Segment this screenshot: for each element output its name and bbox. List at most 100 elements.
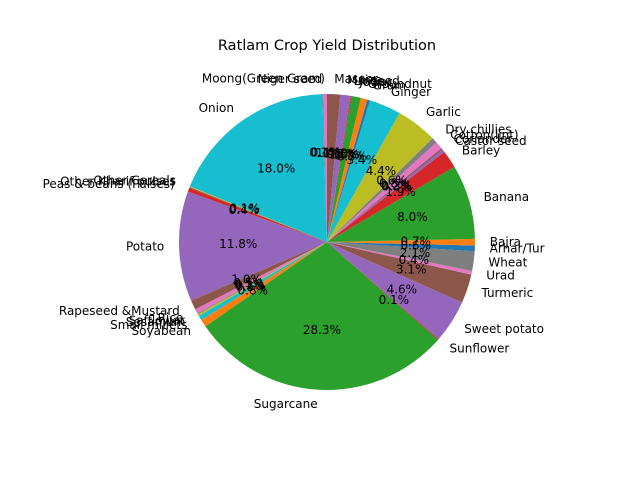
pie-slice-banana	[327, 166, 475, 242]
slice-label-niger-seed: Niger seed	[258, 72, 323, 86]
pie-slice-linseed	[327, 95, 352, 242]
slice-label-urad: Urad	[486, 268, 515, 282]
slice-percent-other-cereals: 0.1%	[229, 201, 260, 215]
pie-slice-groundnut	[327, 97, 368, 243]
slice-label-small-millets: Small millets	[110, 318, 187, 332]
slice-percent-dry-chillies: 0.6%	[376, 173, 407, 187]
slice-label-linseed: Linseed	[353, 74, 399, 88]
pie-slice-garlic	[327, 113, 433, 243]
slice-percent-sesamum: 0.2%	[235, 278, 266, 292]
slice-label-garlic: Garlic	[426, 105, 461, 119]
slice-percent-banana: 8.0%	[397, 210, 428, 224]
slice-label-other-cereals: Other Cereals	[93, 174, 176, 188]
slice-label-safflower: Safflower	[129, 314, 185, 328]
pie-slice-maize	[327, 94, 351, 242]
slice-percent-coriander: 0.2%	[381, 179, 412, 193]
pie-slice-barley	[327, 151, 455, 242]
slice-label-sweet-potato: Sweet potato	[464, 322, 544, 336]
slice-percent-linseed: 0.1%	[326, 147, 357, 161]
slice-label-castor-seed: Castor seed	[455, 134, 526, 148]
slice-label-onion: Onion	[199, 101, 234, 115]
slice-percent-small-millets: 0.5%	[236, 280, 267, 294]
slice-percent-safflower: 0.1%	[234, 278, 265, 292]
slice-label-cotton-lint: Cotton(lint)	[450, 128, 518, 142]
pie-slice-small-millets	[198, 242, 327, 321]
slice-label-groundnut: Groundnut	[368, 77, 432, 91]
pie-slice-sunflower	[327, 242, 439, 340]
pie-slice-arhar-tur	[327, 242, 475, 252]
pie-slice-peas-beans-pulses	[187, 188, 327, 242]
chart-title: Ratlam Crop Yield Distribution	[218, 38, 436, 54]
pie-labels: Moong(Green Gram)Niger seed Onion Other Ce…	[43, 72, 545, 411]
slice-percent-sugarcane: 28.3%	[303, 323, 341, 337]
slice-percent-turmeric: 3.1%	[396, 263, 427, 277]
pie-slice-safflower	[197, 242, 327, 315]
slice-percent-peas-beans-pulses: 0.4%	[229, 203, 260, 217]
pie-slice-soyabean	[201, 242, 327, 327]
pie-slice-ginger	[327, 100, 400, 242]
slice-percent-wheat: 2.1%	[400, 246, 431, 260]
slice-label-banana: Banana	[484, 190, 530, 204]
pie-slice-coriander	[327, 148, 443, 242]
slice-percent-gram: 0.3%	[337, 149, 368, 163]
slice-label-potato: Potato	[126, 239, 164, 253]
slice-label-sunflower: Sunflower	[450, 342, 510, 356]
slice-label-arhar-tur: Arhar/Tur	[490, 242, 545, 256]
pie-slice-gram	[327, 99, 370, 243]
pie-slice-sesamum	[197, 242, 327, 316]
pie-slice-potato	[179, 191, 327, 301]
pie-slice-cotton-lint	[327, 142, 442, 242]
slice-label-sugarcane: Sugarcane	[254, 397, 318, 411]
pie-slice-other-cereals	[189, 186, 327, 242]
slice-percent-cotton-lint: 0.8%	[379, 176, 410, 190]
slice-label-sesamum: Sesamum	[126, 315, 186, 329]
slice-label-ginger: Ginger	[391, 85, 431, 99]
slice-percent-moong-green-gram: 0.4%	[311, 146, 342, 160]
pie-slice-dry-chillies	[327, 138, 437, 242]
pie-slice-wheat	[327, 242, 475, 271]
slice-percent-sweet-potato: 4.6%	[387, 282, 418, 296]
slice-percent-rice: 0.5%	[233, 276, 264, 290]
slice-percent-jowar: 1.0%	[329, 147, 360, 161]
pie-slice-sweet-potato	[327, 242, 463, 340]
slice-percent-niger-seed: 0.1%	[309, 146, 340, 160]
slice-label-barley: Barley	[462, 143, 500, 157]
slice-label-bajra: Bajra	[490, 235, 521, 249]
slice-label-dry-chillies: Dry chillies	[445, 123, 511, 137]
slice-percent-sunflower: 0.1%	[379, 293, 410, 307]
slice-label-turmeric: Turmeric	[480, 286, 533, 300]
pie-slice-rice	[195, 242, 327, 314]
slice-label-jowar: Jowar	[358, 75, 392, 89]
pie-slice-other-kharif-pulses	[189, 187, 327, 242]
pie-slice-sugarcane	[205, 242, 439, 391]
pie-slice-bajra	[327, 238, 475, 246]
pie-slice-niger-seed	[322, 94, 327, 242]
slice-percent-groundnut: 0.7%	[334, 149, 365, 163]
slice-label-rapeseed-mustard: Rapeseed &Mustard	[59, 304, 180, 318]
pie-slice-masoor	[327, 94, 341, 242]
pie-slice-jowar	[327, 96, 361, 243]
slice-percent-arhar-tur: 0.6%	[400, 238, 431, 252]
slice-percent-ginger: 3.4%	[347, 153, 378, 167]
slice-label-wheat: Wheat	[488, 256, 527, 270]
pie-slice-onion	[189, 94, 327, 242]
pie-slice-urad	[327, 242, 473, 275]
pie-slice-rapeseed-mustard	[191, 242, 327, 310]
slice-label-maize: Maize	[347, 73, 382, 87]
pie-slices	[179, 94, 475, 391]
slice-label-soyabean: Soyabean	[132, 324, 191, 338]
slice-label-other-kharif-pulses: Other Kharif pulses	[60, 175, 175, 189]
slice-label-rice: Rice	[158, 311, 184, 325]
slice-percent-potato: 11.8%	[219, 237, 257, 251]
slice-percent-onion: 18.0%	[257, 162, 295, 176]
slice-label-gram: Gram	[373, 78, 406, 92]
slice-label-moong-green-gram: Moong(Green Gram)	[202, 72, 325, 86]
slice-label-masoor: Masoor	[334, 72, 378, 86]
slice-percent-rapeseed-mustard: 1.0%	[231, 272, 262, 286]
slice-label-peas-beans-pulses: Peas & beans (Pulses)	[43, 177, 175, 191]
slice-percent-masoor: 1.4%	[316, 146, 347, 160]
slice-percent-castor-seed: 0.3%	[382, 180, 413, 194]
slice-percent-garlic: 4.4%	[366, 164, 397, 178]
